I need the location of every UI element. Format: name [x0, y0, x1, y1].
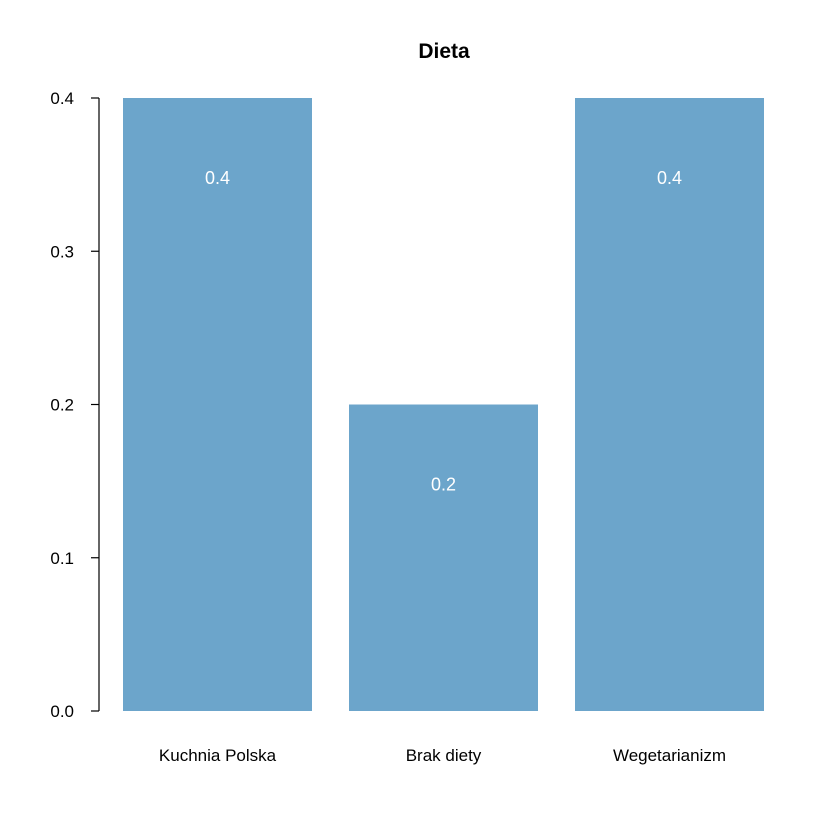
y-tick-label: 0.1: [50, 549, 74, 568]
y-tick-label: 0.2: [50, 396, 74, 415]
x-axis-labels: Kuchnia Polska Brak diety Wegetarianizm: [159, 746, 726, 765]
bar: [349, 404, 538, 711]
x-category-label: Kuchnia Polska: [159, 746, 277, 765]
data-label: 0.2: [431, 475, 456, 495]
data-label: 0.4: [657, 168, 682, 188]
bars: [123, 98, 764, 711]
y-tick-label: 0.4: [50, 89, 74, 108]
y-tick-label: 0.0: [50, 702, 74, 721]
x-category-label: Brak diety: [406, 746, 482, 765]
y-axis: 0.0 0.1 0.2 0.3 0.4: [50, 89, 100, 721]
bar: [123, 98, 312, 711]
data-label: 0.4: [205, 168, 230, 188]
x-category-label: Wegetarianizm: [613, 746, 726, 765]
bar: [575, 98, 764, 711]
chart-title: Dieta: [418, 40, 470, 63]
y-tick-label: 0.3: [50, 242, 74, 261]
data-labels: 0.4 0.2 0.4: [205, 168, 682, 495]
